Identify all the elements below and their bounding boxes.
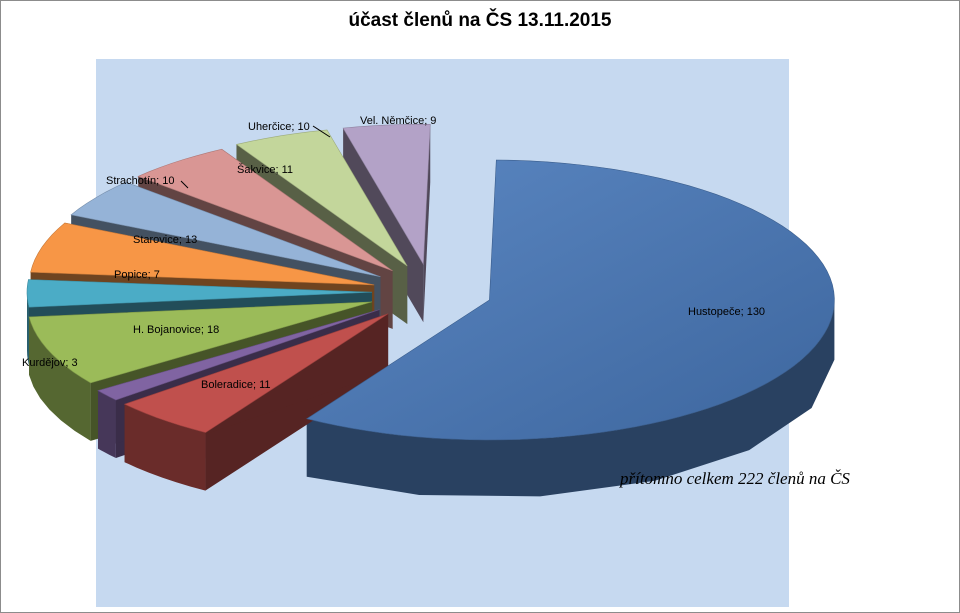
pie-slice-side-wall — [98, 390, 116, 458]
pie-slice-kurd-jov — [97, 309, 380, 401]
pie-slice-side-wall — [27, 292, 29, 366]
pie-slices — [26, 124, 835, 441]
pie-slice--akvice — [137, 148, 393, 272]
pie-slice-strachot-n — [70, 181, 381, 278]
pie-slice-vel-n-m-ice — [342, 124, 431, 266]
data-label: Strachotín; 10 — [106, 175, 175, 187]
chart-title: účast členů na ČS 13.11.2015 — [348, 10, 612, 31]
label-leader-line — [312, 125, 331, 138]
data-label: Boleradice; 11 — [201, 379, 271, 391]
data-label: Uherčice; 10 — [248, 121, 310, 133]
pie-slice-popice — [26, 279, 373, 308]
data-label: H. Bojanovice; 18 — [133, 324, 219, 336]
pie-data-labels: Hustopeče; 130 Boleradice; 11 Kurdějov; 3 H… — [22, 115, 765, 391]
pie-slice-side-wall — [124, 404, 206, 491]
label-leader-line — [180, 180, 189, 189]
pie-slice-starovice — [30, 222, 375, 286]
pie-slice-hustope-e — [306, 159, 835, 441]
pie-slice-boleradice — [123, 313, 389, 433]
pie-slice-h-bojanovice — [28, 301, 373, 384]
data-label: Starovice; 13 — [133, 234, 197, 246]
data-label: Popice; 7 — [114, 269, 160, 281]
data-label: Šakvice; 11 — [237, 163, 293, 176]
pie-slice-uher-ice — [235, 129, 408, 267]
pie-slice-side-wall — [306, 301, 835, 497]
total-annotation: přítomno celkem 222 členů na ČS — [620, 469, 850, 488]
data-label: Kurdějov; 3 — [22, 357, 78, 369]
data-label: Hustopeče; 130 — [688, 306, 765, 318]
pie-slice-cut-face — [423, 124, 431, 323]
data-label: Vel. Němčice; 9 — [360, 115, 436, 127]
pie-slice-side-wall — [29, 316, 91, 441]
